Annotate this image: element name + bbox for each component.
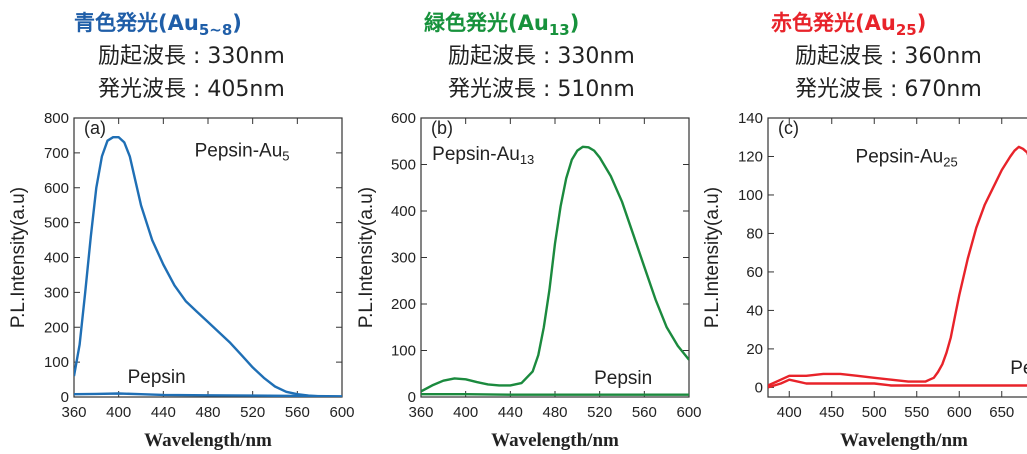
excitation-emission-info: 励起波長 : 360nm xyxy=(795,44,982,69)
y-tick-label: 400 xyxy=(44,250,69,267)
pepsin-baseline-curve xyxy=(421,393,689,396)
y-tick-label: 0 xyxy=(755,379,763,396)
excitation-emission-info: 発光波長 : 670nm xyxy=(795,77,982,102)
annotation-text: Pepsin-Au xyxy=(432,144,520,165)
panel-title: 緑色発光(Au13) xyxy=(424,11,579,39)
y-tick-label: 300 xyxy=(391,250,416,267)
x-tick-label: 360 xyxy=(61,404,86,421)
panel-title-end: ) xyxy=(232,11,242,35)
pepsin-baseline-curve xyxy=(74,392,342,397)
x-tick-label: 500 xyxy=(862,404,887,421)
annotation-subscript: 5 xyxy=(282,148,289,163)
excitation-emission-info: 発光波長 : 510nm xyxy=(448,77,635,102)
panel-title-main: 赤色発光(Au xyxy=(771,11,896,35)
y-tick-label: 600 xyxy=(44,180,69,197)
curve-annotation: Pepsin-Au5 xyxy=(195,140,290,163)
y-tick-label: 60 xyxy=(746,264,763,281)
panel-label: (b) xyxy=(431,118,453,138)
y-tick-label: 200 xyxy=(44,319,69,336)
x-axis-label: Wavelength/nm xyxy=(144,430,272,451)
panel-title: 青色発光(Au5~8) xyxy=(74,11,242,39)
curve-annotation: Pepsin-Au25 xyxy=(856,146,958,169)
y-tick-label: 700 xyxy=(44,145,69,162)
x-tick-label: 600 xyxy=(329,404,354,421)
y-tick-label: 500 xyxy=(391,157,416,174)
x-tick-label: 440 xyxy=(498,404,523,421)
excitation-emission-info: 発光波長 : 405nm xyxy=(98,77,285,102)
annotation-text: Pepsin xyxy=(594,368,652,389)
annotation-text: Pepsin-Au xyxy=(856,146,944,167)
y-tick-label: 0 xyxy=(61,389,69,406)
x-tick-label: 520 xyxy=(587,404,612,421)
panel-title-main: 緑色発光(Au xyxy=(424,11,549,35)
annotation-subscript: 25 xyxy=(943,154,957,169)
x-tick-label: 560 xyxy=(285,404,310,421)
panel-title-subscript: 25 xyxy=(896,21,917,39)
y-tick-label: 140 xyxy=(738,110,763,127)
x-tick-label: 600 xyxy=(947,404,972,421)
annotation-text: Pepsin-Au xyxy=(195,140,283,161)
plot-frame xyxy=(767,117,1027,398)
emission-curve xyxy=(421,145,689,393)
x-axis-label: Wavelength/nm xyxy=(840,430,968,451)
panel-title-end: ) xyxy=(570,11,580,35)
annotation-text: Pepsin xyxy=(1010,358,1027,379)
curve-annotation: Pepsin xyxy=(594,368,652,389)
x-tick-label: 560 xyxy=(632,404,657,421)
y-tick-label: 100 xyxy=(738,187,763,204)
y-tick-label: 600 xyxy=(391,110,416,127)
panel-title-end: ) xyxy=(917,11,927,35)
y-tick-label: 800 xyxy=(44,110,69,127)
y-tick-label: 400 xyxy=(391,203,416,220)
y-tick-label: 100 xyxy=(391,343,416,360)
y-axis-label: P.L.Intensity(a.u) xyxy=(8,187,29,328)
emission-curve xyxy=(768,145,1027,387)
excitation-emission-info: 励起波長 : 330nm xyxy=(98,44,285,69)
x-tick-label: 650 xyxy=(989,404,1014,421)
panel-title-main: 青色発光(Au xyxy=(74,11,199,35)
pepsin-baseline-curve xyxy=(768,378,1027,389)
x-tick-label: 480 xyxy=(542,404,567,421)
x-tick-label: 520 xyxy=(240,404,265,421)
panel-0: 青色発光(Au5~8) 励起波長 : 330nm 発光波長 : 405nm 0 100 2… xyxy=(8,11,355,451)
x-tick-label: 400 xyxy=(777,404,802,421)
y-tick-label: 200 xyxy=(391,296,416,313)
x-tick-label: 480 xyxy=(195,404,220,421)
panel-label: (c) xyxy=(778,118,799,138)
annotation-text: Pepsin xyxy=(128,367,186,388)
emission-curve xyxy=(74,136,342,397)
x-tick-label: 450 xyxy=(819,404,844,421)
x-tick-label: 400 xyxy=(453,404,478,421)
y-axis-label: P.L.Intensity(a.u) xyxy=(356,187,377,328)
curve-annotation: Pepsin-Au13 xyxy=(432,144,534,167)
x-tick-label: 360 xyxy=(408,404,433,421)
curve-annotation: Pepsin xyxy=(1010,358,1027,379)
panel-label: (a) xyxy=(84,118,106,138)
y-tick-label: 80 xyxy=(746,225,763,242)
y-tick-label: 300 xyxy=(44,284,69,301)
panel-title: 赤色発光(Au25) xyxy=(771,11,926,39)
panel-title-subscript: 13 xyxy=(549,21,570,39)
y-tick-label: 100 xyxy=(44,354,69,371)
curve-annotation: Pepsin xyxy=(128,367,186,388)
y-axis-label: P.L.Intensity(a.u) xyxy=(702,187,723,328)
x-tick-label: 400 xyxy=(106,404,131,421)
y-tick-label: 500 xyxy=(44,215,69,232)
y-tick-label: 40 xyxy=(746,302,763,319)
x-axis-label: Wavelength/nm xyxy=(491,430,619,451)
x-tick-label: 600 xyxy=(676,404,701,421)
y-tick-label: 20 xyxy=(746,341,763,358)
x-tick-label: 550 xyxy=(904,404,929,421)
excitation-emission-info: 励起波長 : 330nm xyxy=(448,44,635,69)
panel-title-subscript: 5~8 xyxy=(199,21,232,39)
x-tick-label: 440 xyxy=(151,404,176,421)
y-tick-label: 120 xyxy=(738,148,763,165)
y-tick-label: 0 xyxy=(408,389,416,406)
annotation-subscript: 13 xyxy=(520,152,534,167)
